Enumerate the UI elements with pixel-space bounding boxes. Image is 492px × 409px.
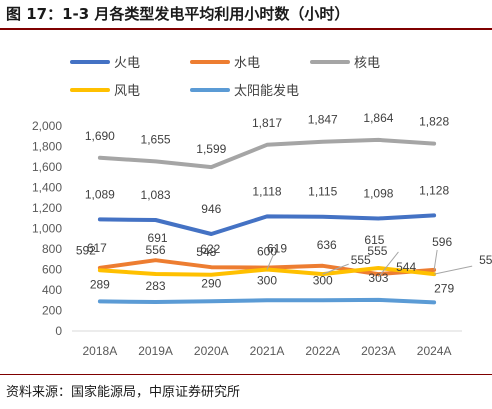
data-label-s3: 592: [76, 243, 96, 257]
data-label-s4: 300: [313, 273, 333, 287]
series-line-0: [97, 213, 437, 236]
y-tick-label: 800: [42, 242, 62, 256]
data-label-s4: 283: [146, 279, 166, 293]
series-line-2: [97, 137, 437, 170]
data-label-s2: 1,847: [308, 113, 338, 127]
title-rule: [0, 28, 492, 30]
data-label-s3: 600: [257, 245, 277, 259]
data-label-s4: 279: [434, 281, 454, 295]
data-label-s2: 1,690: [85, 129, 115, 143]
y-tick-label: 0: [55, 324, 62, 338]
legend-1-label: 水电: [234, 55, 260, 70]
series-line-4: [97, 297, 437, 305]
figure-title: 图 17：1-3 月各类型发电平均利用小时数（小时）: [6, 5, 350, 23]
x-tick-label: 2024A: [417, 344, 452, 358]
data-label-s1: 596: [432, 235, 452, 249]
x-tick-label: 2021A: [250, 344, 285, 358]
y-tick-label: 1,800: [32, 140, 62, 154]
data-label-s4: 303: [368, 271, 388, 285]
data-label-s0: 1,115: [308, 185, 337, 199]
x-tick-label: 2019A: [138, 344, 173, 358]
label-leader-line: [434, 265, 473, 275]
extra-annotation: 544: [396, 260, 416, 274]
data-labels: 1,690 1,655 1,599 1,817 1,847 1,864 1,828 1,089…: [76, 111, 492, 295]
data-label-s4: 290: [201, 276, 221, 290]
legend-0-label: 火电: [114, 55, 140, 70]
y-tick-label: 600: [42, 263, 62, 277]
label-leader-line: [266, 255, 274, 270]
data-label-s0: 1,089: [85, 187, 115, 201]
data-label-s0: 1,118: [252, 184, 281, 198]
label-leader-line: [433, 249, 438, 270]
x-tick-label: 2020A: [194, 344, 229, 358]
data-label-s1: 555: [367, 244, 387, 258]
label-leader-line: [378, 251, 399, 278]
y-tick-label: 1,200: [32, 201, 62, 215]
data-label-s0: 1,098: [363, 186, 393, 200]
data-label-s3: 615: [364, 233, 384, 247]
y-axis: 0 200 400 600 800 1,000 1,200 1,400 1,600 1,800 2,…: [32, 119, 62, 338]
y-tick-label: 200: [42, 304, 62, 318]
data-label-s1: 617: [87, 241, 107, 255]
data-label-s1: 636: [317, 238, 337, 252]
y-tick-label: 2,000: [32, 119, 62, 133]
data-label-s2: 1,599: [196, 142, 226, 156]
data-label-s1: 622: [200, 242, 220, 256]
x-tick-label: 2018A: [83, 344, 118, 358]
label-leader-line: [322, 263, 349, 275]
legend-3-label: 风电: [114, 83, 140, 98]
data-label-s0: 946: [201, 202, 221, 216]
y-tick-label: 400: [42, 283, 62, 297]
data-label-s3: 555: [351, 253, 371, 267]
data-label-s4: 289: [90, 277, 110, 291]
data-label-s1: 691: [148, 231, 168, 245]
x-tick-label: 2023A: [361, 344, 396, 358]
y-tick-label: 1,000: [32, 222, 62, 236]
legend-4-label: 太阳能发电: [234, 83, 299, 98]
data-label-s4: 300: [257, 273, 277, 287]
y-tick-label: 1,600: [32, 160, 62, 174]
data-label-s3: 556: [146, 243, 166, 257]
data-label-s2: 1,817: [252, 116, 282, 130]
data-label-s0: 1,083: [141, 188, 171, 202]
data-label-s2: 1,655: [141, 132, 171, 146]
source-rule: [0, 374, 492, 375]
legend-2-label: 核电: [354, 55, 380, 70]
data-label-s3: 548: [196, 245, 216, 259]
data-label-s1: 619: [267, 242, 287, 256]
data-label-s2: 1,828: [419, 115, 449, 129]
plot-area: [97, 137, 437, 305]
x-axis: 2018A 2019A 2020A 2021A 2022A 2023A 2024A: [72, 330, 462, 358]
data-label-s3: 555: [479, 253, 492, 267]
y-tick-label: 1,400: [32, 181, 62, 195]
data-label-s2: 1,864: [363, 111, 393, 125]
x-tick-label: 2022A: [305, 344, 340, 358]
data-label-s0: 1,128: [419, 183, 449, 197]
source-note: 资料来源：国家能源局，中原证券研究所: [6, 385, 241, 400]
